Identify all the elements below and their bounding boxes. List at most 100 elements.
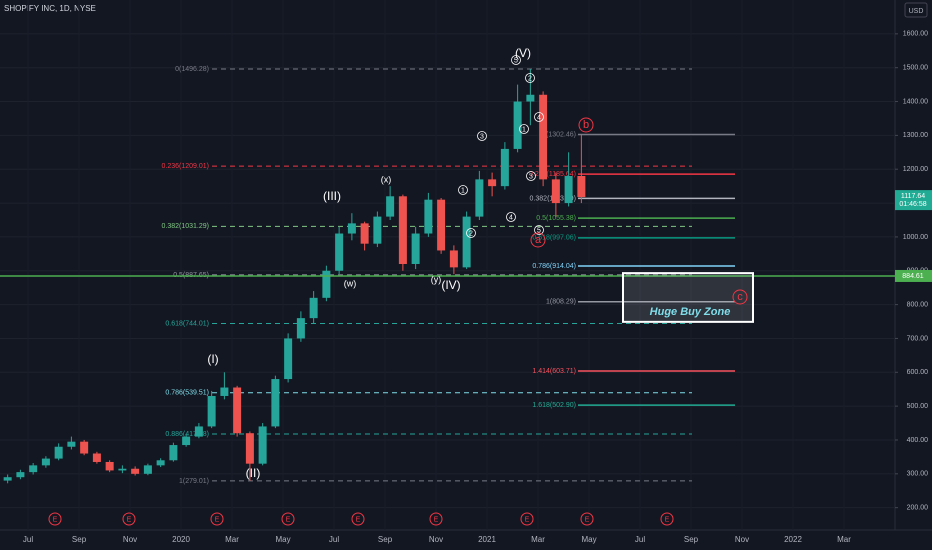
candle-body [386,196,395,217]
candle-body [182,436,191,446]
minor-wave-label: 3 [480,133,484,140]
candle-body [29,465,38,473]
wave-circle [526,171,536,181]
x-tick-label: 2022 [784,535,802,544]
earnings-circle [429,512,443,526]
earnings-marker: E [53,516,58,523]
fib-label: 0.236(1185.64) [529,171,576,178]
candle-body [360,223,369,244]
fib-label: 0.786(914.04) [532,263,576,270]
x-tick-label: Nov [735,535,749,544]
wave-circle [519,124,529,134]
candle-body [194,426,203,437]
wave-label: (y) [431,274,442,284]
candle-body [309,297,318,319]
fib-label: 1.618(502.90) [532,402,576,409]
minor-wave-label: 1 [522,126,526,133]
candle-body [54,446,63,459]
y-tick-label: 800.00 [907,301,929,308]
candle-body [500,148,509,187]
x-tick-label: Sep [378,535,393,544]
candle-body [398,196,407,264]
y-tick-label: 1000.00 [903,234,928,241]
candle-body [156,460,165,466]
fib-label: 0.618(997.06) [532,235,576,242]
candle-body [284,338,293,380]
x-tick-label: May [275,535,290,544]
minor-wave-label: 3 [529,173,533,180]
candle-body [3,477,12,481]
wave-circle [466,228,476,238]
corrective-wave-label: b [583,119,589,131]
wave-label: (w) [344,278,357,288]
x-tick-label: Jul [635,535,645,544]
wave-label: (II) [246,466,261,480]
candle-body [564,175,573,204]
fib-label: 0(1302.46) [542,131,576,138]
wave-label: (I) [207,352,218,366]
last-price: 1117.64 [901,193,925,200]
candle-body [16,472,25,478]
candle-body [169,445,178,461]
x-tick-label: Mar [837,535,851,544]
candle-body [539,94,548,180]
fib-label: 0(1496.28) [175,66,209,73]
candle-body [551,179,560,204]
candle-body [577,175,586,198]
minor-wave-label: 1 [461,187,465,194]
y-tick-label: 600.00 [907,369,929,376]
minor-wave-label: 2 [528,75,532,82]
y-tick-label: 400.00 [907,437,929,444]
wave-label: (IV) [441,278,460,292]
candle-body [373,216,382,244]
y-tick-label: 1400.00 [903,98,928,105]
candle-body [488,179,497,187]
fib-label: 1.414(603.71) [532,368,576,375]
fib-label: 0.618(744.01) [165,320,209,327]
earnings-circle [351,512,365,526]
x-tick-label: Mar [225,535,239,544]
candle-body [233,387,242,434]
wave-circle [534,112,544,122]
earnings-marker: E [525,516,530,523]
wave-label: (III) [323,189,341,203]
price-tag-label: 884.61 [902,273,924,280]
candle-body [424,199,433,234]
candle-body [41,458,50,466]
last-price-tag [895,190,932,211]
wave-label: (x) [381,174,392,184]
fib-label: 1(279.01) [179,478,209,485]
corrective-wave-label: c [737,291,743,303]
minor-wave-label: 2 [469,230,473,237]
fib-label: 1(808.29) [546,299,576,306]
candle-body [475,179,484,217]
earnings-marker: E [585,516,590,523]
currency: USD [909,8,924,15]
wave-circle [458,185,468,195]
candle-body [437,199,446,251]
wave-circle [511,55,521,65]
fib-label: 0.786(539.51) [165,390,209,397]
candle-body [335,233,344,271]
buy-zone-label: Huge Buy Zone [650,306,731,318]
fib-label: 0.886(417.78) [165,431,209,438]
y-tick-label: 700.00 [907,335,929,342]
earnings-marker: E [434,516,439,523]
wave-circle [506,212,516,222]
y-tick-label: 1200.00 [903,166,928,173]
wave-circle [732,289,748,305]
earnings-circle [520,512,534,526]
candle-body [347,223,356,234]
wave-circle [578,117,594,133]
wave-circle [477,131,487,141]
candle-body [462,216,471,268]
wave-circle [525,73,535,83]
minor-wave-label: 4 [509,214,513,221]
candle-body [105,461,114,471]
y-tick-label: 200.00 [907,505,929,512]
candle-body [131,468,140,474]
earnings-marker: E [665,516,670,523]
candle-body [245,433,254,464]
candle-body [207,395,216,427]
